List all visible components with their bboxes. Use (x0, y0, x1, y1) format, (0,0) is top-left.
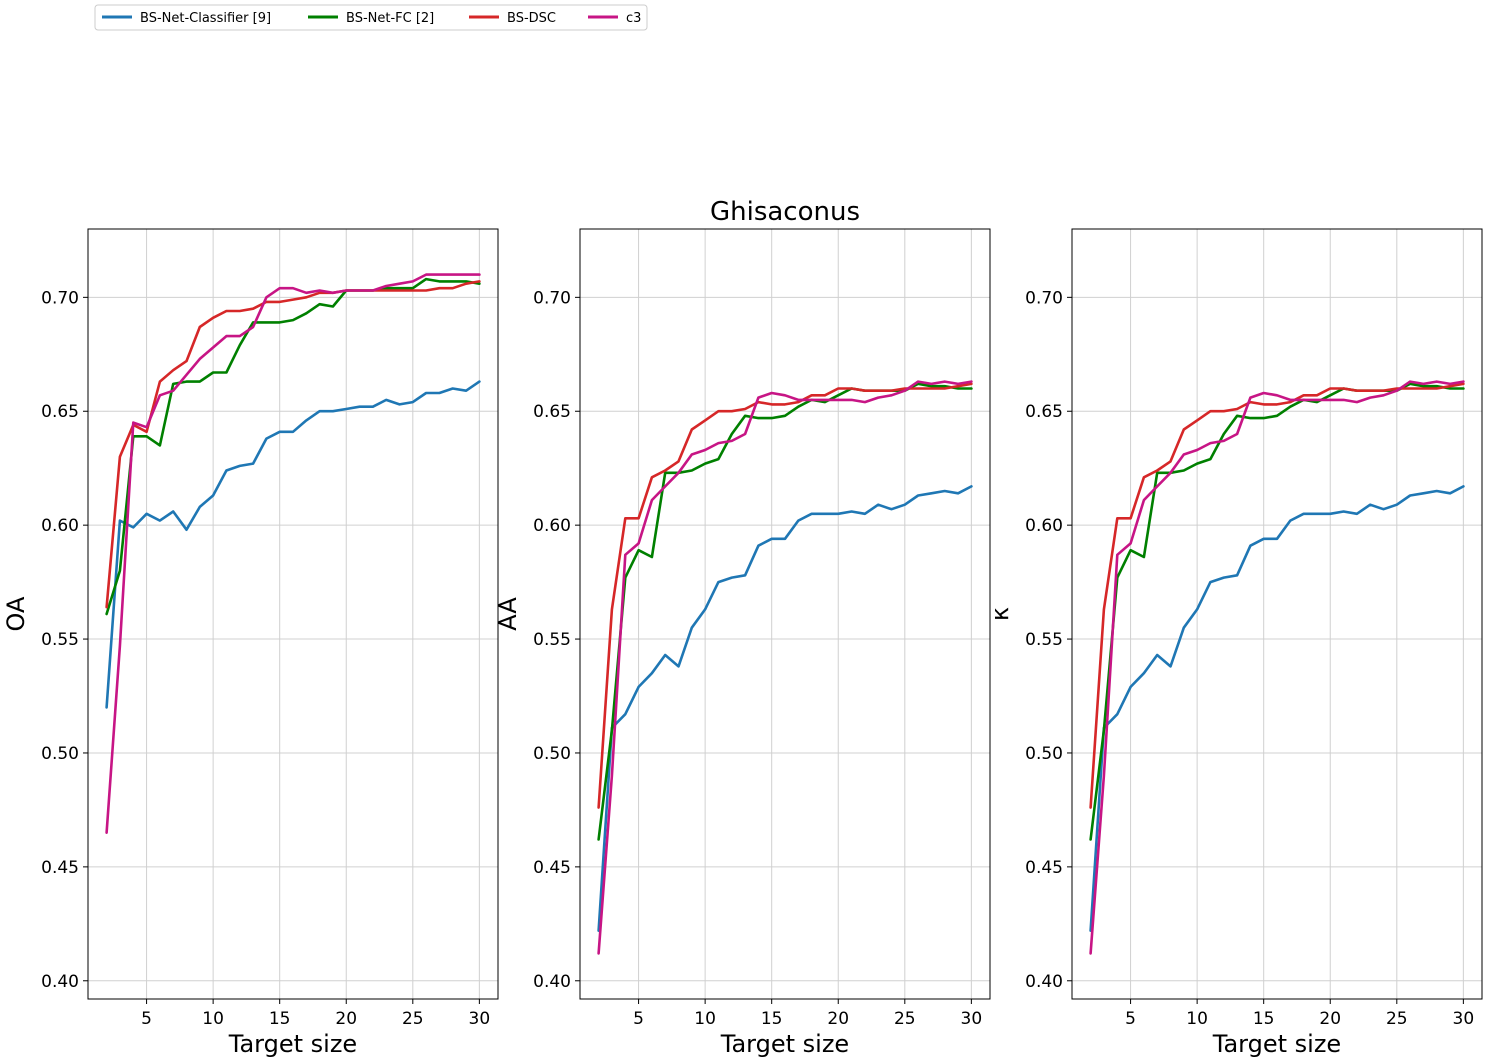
x-tick-label: 10 (1186, 1009, 1208, 1029)
x-tick-label: 5 (1125, 1009, 1136, 1029)
x-tick-label: 20 (827, 1009, 849, 1029)
series-line-c3 (1089, 380, 1465, 955)
x-tick-label: 10 (202, 1009, 224, 1029)
y-tick-label: 0.45 (533, 858, 571, 878)
x-tick-label: 15 (761, 1009, 783, 1029)
legend: BS-Net-Classifier [9] BS-Net-FC [2] BS-D… (94, 4, 648, 31)
chart-title: Ghisaconus (710, 197, 860, 227)
legend-label-1: BS-Net-FC [2] (346, 11, 434, 26)
y-tick-label: 0.50 (1025, 744, 1063, 764)
y-tick-label: 0.55 (41, 630, 79, 650)
x-tick-label: 25 (894, 1009, 916, 1029)
x-axis-label: Target size (228, 1030, 357, 1058)
y-tick-label: 0.70 (533, 288, 571, 308)
legend-label-0: BS-Net-Classifier [9] (140, 11, 271, 26)
y-tick-label: 0.70 (41, 288, 79, 308)
y-axis-label: AA (494, 597, 522, 631)
series-line-bs-net-fc-2 (105, 277, 481, 616)
series-line-bs-net-classifier-9 (105, 380, 481, 709)
plot-frame (1071, 228, 1483, 1000)
y-tick-label: 0.65 (1025, 402, 1063, 422)
y-tick-label: 0.60 (41, 516, 79, 536)
x-axis-label: Target size (720, 1030, 849, 1058)
y-tick-label: 0.60 (1025, 516, 1063, 536)
y-tick-label: 0.65 (41, 402, 79, 422)
y-tick-label: 0.40 (533, 972, 571, 992)
legend-label-2: BS-DSC (507, 11, 556, 26)
x-tick-label: 15 (1253, 1009, 1275, 1029)
y-tick-label: 0.70 (1025, 288, 1063, 308)
y-axis-label: OA (2, 596, 30, 631)
x-tick-label: 30 (961, 1009, 983, 1029)
x-tick-label: 10 (694, 1009, 716, 1029)
x-tick-label: 20 (335, 1009, 357, 1029)
y-tick-label: 0.40 (1025, 972, 1063, 992)
series-line-bs-net-classifier-9 (1089, 485, 1465, 933)
subplot-kappa: 5 10 15 20 25 30 0.40 0.45 0.50 0.55 0.60 0.65 0.70 T… (986, 228, 1483, 1058)
legend-label-3: c3 (626, 11, 641, 26)
x-axis-label: Target size (1212, 1030, 1341, 1058)
x-tick-label: 30 (1453, 1009, 1475, 1029)
plot-frame (579, 228, 991, 1000)
plot-frame (87, 228, 499, 1000)
x-tick-label: 15 (269, 1009, 291, 1029)
series-line-c3 (597, 380, 973, 955)
y-tick-label: 0.50 (41, 744, 79, 764)
y-tick-label: 0.45 (1025, 858, 1063, 878)
y-tick-label: 0.55 (533, 630, 571, 650)
y-tick-label: 0.60 (533, 516, 571, 536)
x-tick-label: 25 (402, 1009, 424, 1029)
x-tick-label: 20 (1319, 1009, 1341, 1029)
x-tick-label: 5 (141, 1009, 152, 1029)
x-tick-label: 25 (1386, 1009, 1408, 1029)
legend-frame (94, 4, 648, 31)
x-tick-label: 30 (469, 1009, 491, 1029)
subplot-oa: 5 10 15 20 25 30 0.40 0.45 0.50 0.55 0.60 0.65 0.70 T… (2, 228, 499, 1058)
x-tick-label: 5 (633, 1009, 644, 1029)
series-line-bs-dsc (105, 280, 481, 609)
series-line-bs-net-classifier-9 (597, 485, 973, 933)
y-axis-label: κ (986, 607, 1014, 621)
y-tick-label: 0.40 (41, 972, 79, 992)
subplot-aa: 5 10 15 20 25 30 0.40 0.45 0.50 0.55 0.60 0.65 0.70 T… (494, 197, 991, 1058)
series-line-c3 (105, 273, 481, 835)
y-tick-label: 0.50 (533, 744, 571, 764)
y-tick-label: 0.55 (1025, 630, 1063, 650)
y-tick-label: 0.45 (41, 858, 79, 878)
y-tick-label: 0.65 (533, 402, 571, 422)
